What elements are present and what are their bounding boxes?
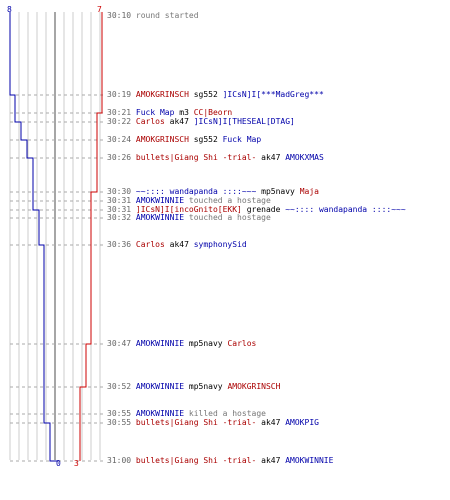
red-team-line (79, 12, 103, 461)
blue-team-line (9, 12, 59, 462)
red-start-label: 7 (97, 5, 102, 14)
red-end-label: 3 (74, 459, 79, 468)
blue-start-label: 8 (7, 5, 12, 14)
blue-end-label: 0 (56, 459, 61, 468)
